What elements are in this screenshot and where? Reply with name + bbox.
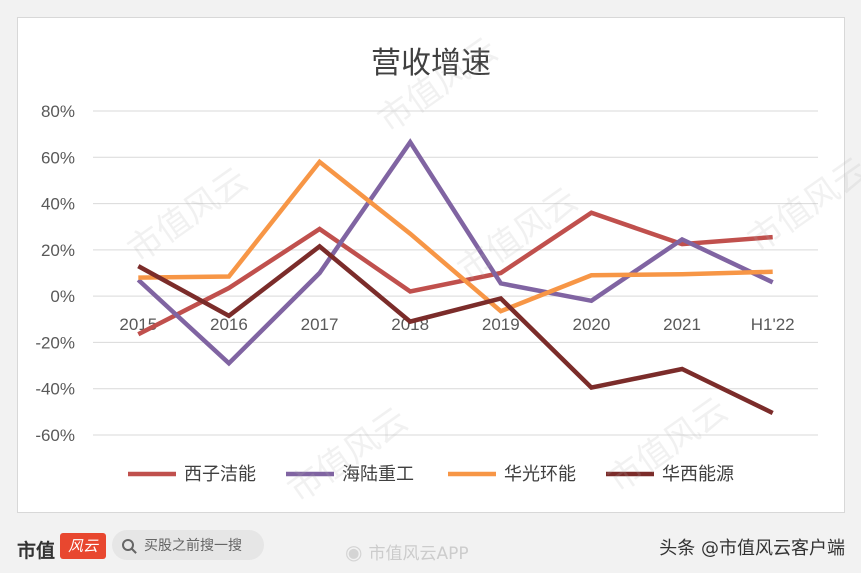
x-tick-label: 2020 <box>573 315 611 334</box>
footer-bar: 市值 风云 买股之前搜一搜 ◉ 市值风云APP 头条 @市值风云客户端 <box>0 522 861 573</box>
y-tick-label: 20% <box>41 241 75 260</box>
legend-label: 华光环能 <box>504 464 576 485</box>
search-placeholder: 买股之前搜一搜 <box>144 538 242 554</box>
series-line <box>138 158 773 314</box>
weibo-icon: ◉ <box>345 539 363 564</box>
chart-card: 营收增速 80% 60% 40% 20% 0% -20% -40% -60% 2015 2016… <box>17 17 861 513</box>
weibo-watermark: ◉ 市值风云APP <box>345 539 469 565</box>
y-tick-label: 80% <box>41 102 75 121</box>
y-tick-label: -60% <box>35 426 75 445</box>
chart-title: 营收增速 <box>371 46 491 81</box>
y-tick-label: -40% <box>35 380 75 399</box>
legend-label: 西子洁能 <box>184 464 256 485</box>
legend: 西子洁能 海陆重工 华光环能 华西能源 <box>128 464 734 485</box>
series-line <box>137 243 774 416</box>
series-lines <box>136 138 774 416</box>
legend-label: 华西能源 <box>662 464 734 485</box>
y-tick-label: 40% <box>41 195 75 214</box>
brand-logo: 风云 <box>60 533 106 559</box>
search-box[interactable]: 买股之前搜一搜 <box>112 530 264 560</box>
brand-name: 市值 <box>17 540 56 562</box>
series-line <box>136 138 774 367</box>
x-tick-label: 2019 <box>482 315 520 334</box>
y-axis-labels: 80% 60% 40% 20% 0% -20% -40% -60% <box>35 102 75 445</box>
x-tick-label: 2015 <box>119 315 157 334</box>
series-line <box>137 210 773 337</box>
y-tick-label: -20% <box>35 333 75 352</box>
line-chart: 营收增速 80% 60% 40% 20% 0% -20% -40% -60% 2015 2016… <box>35 46 818 485</box>
legend-label: 海陆重工 <box>342 464 414 485</box>
x-tick-label: 2016 <box>210 315 248 334</box>
x-tick-label: H1'22 <box>751 315 795 334</box>
weibo-watermark-text: 市值风云APP <box>368 544 469 564</box>
y-tick-label: 0% <box>50 287 75 306</box>
y-tick-label: 60% <box>41 148 75 167</box>
x-tick-label: 2021 <box>663 315 701 334</box>
x-axis-labels: 2015 2016 2017 2018 2019 2020 2021 H1'22 <box>119 315 794 334</box>
search-icon <box>122 539 134 551</box>
source-credit: 头条 @市值风云客户端 <box>659 538 845 559</box>
x-tick-label: 2017 <box>301 315 339 334</box>
